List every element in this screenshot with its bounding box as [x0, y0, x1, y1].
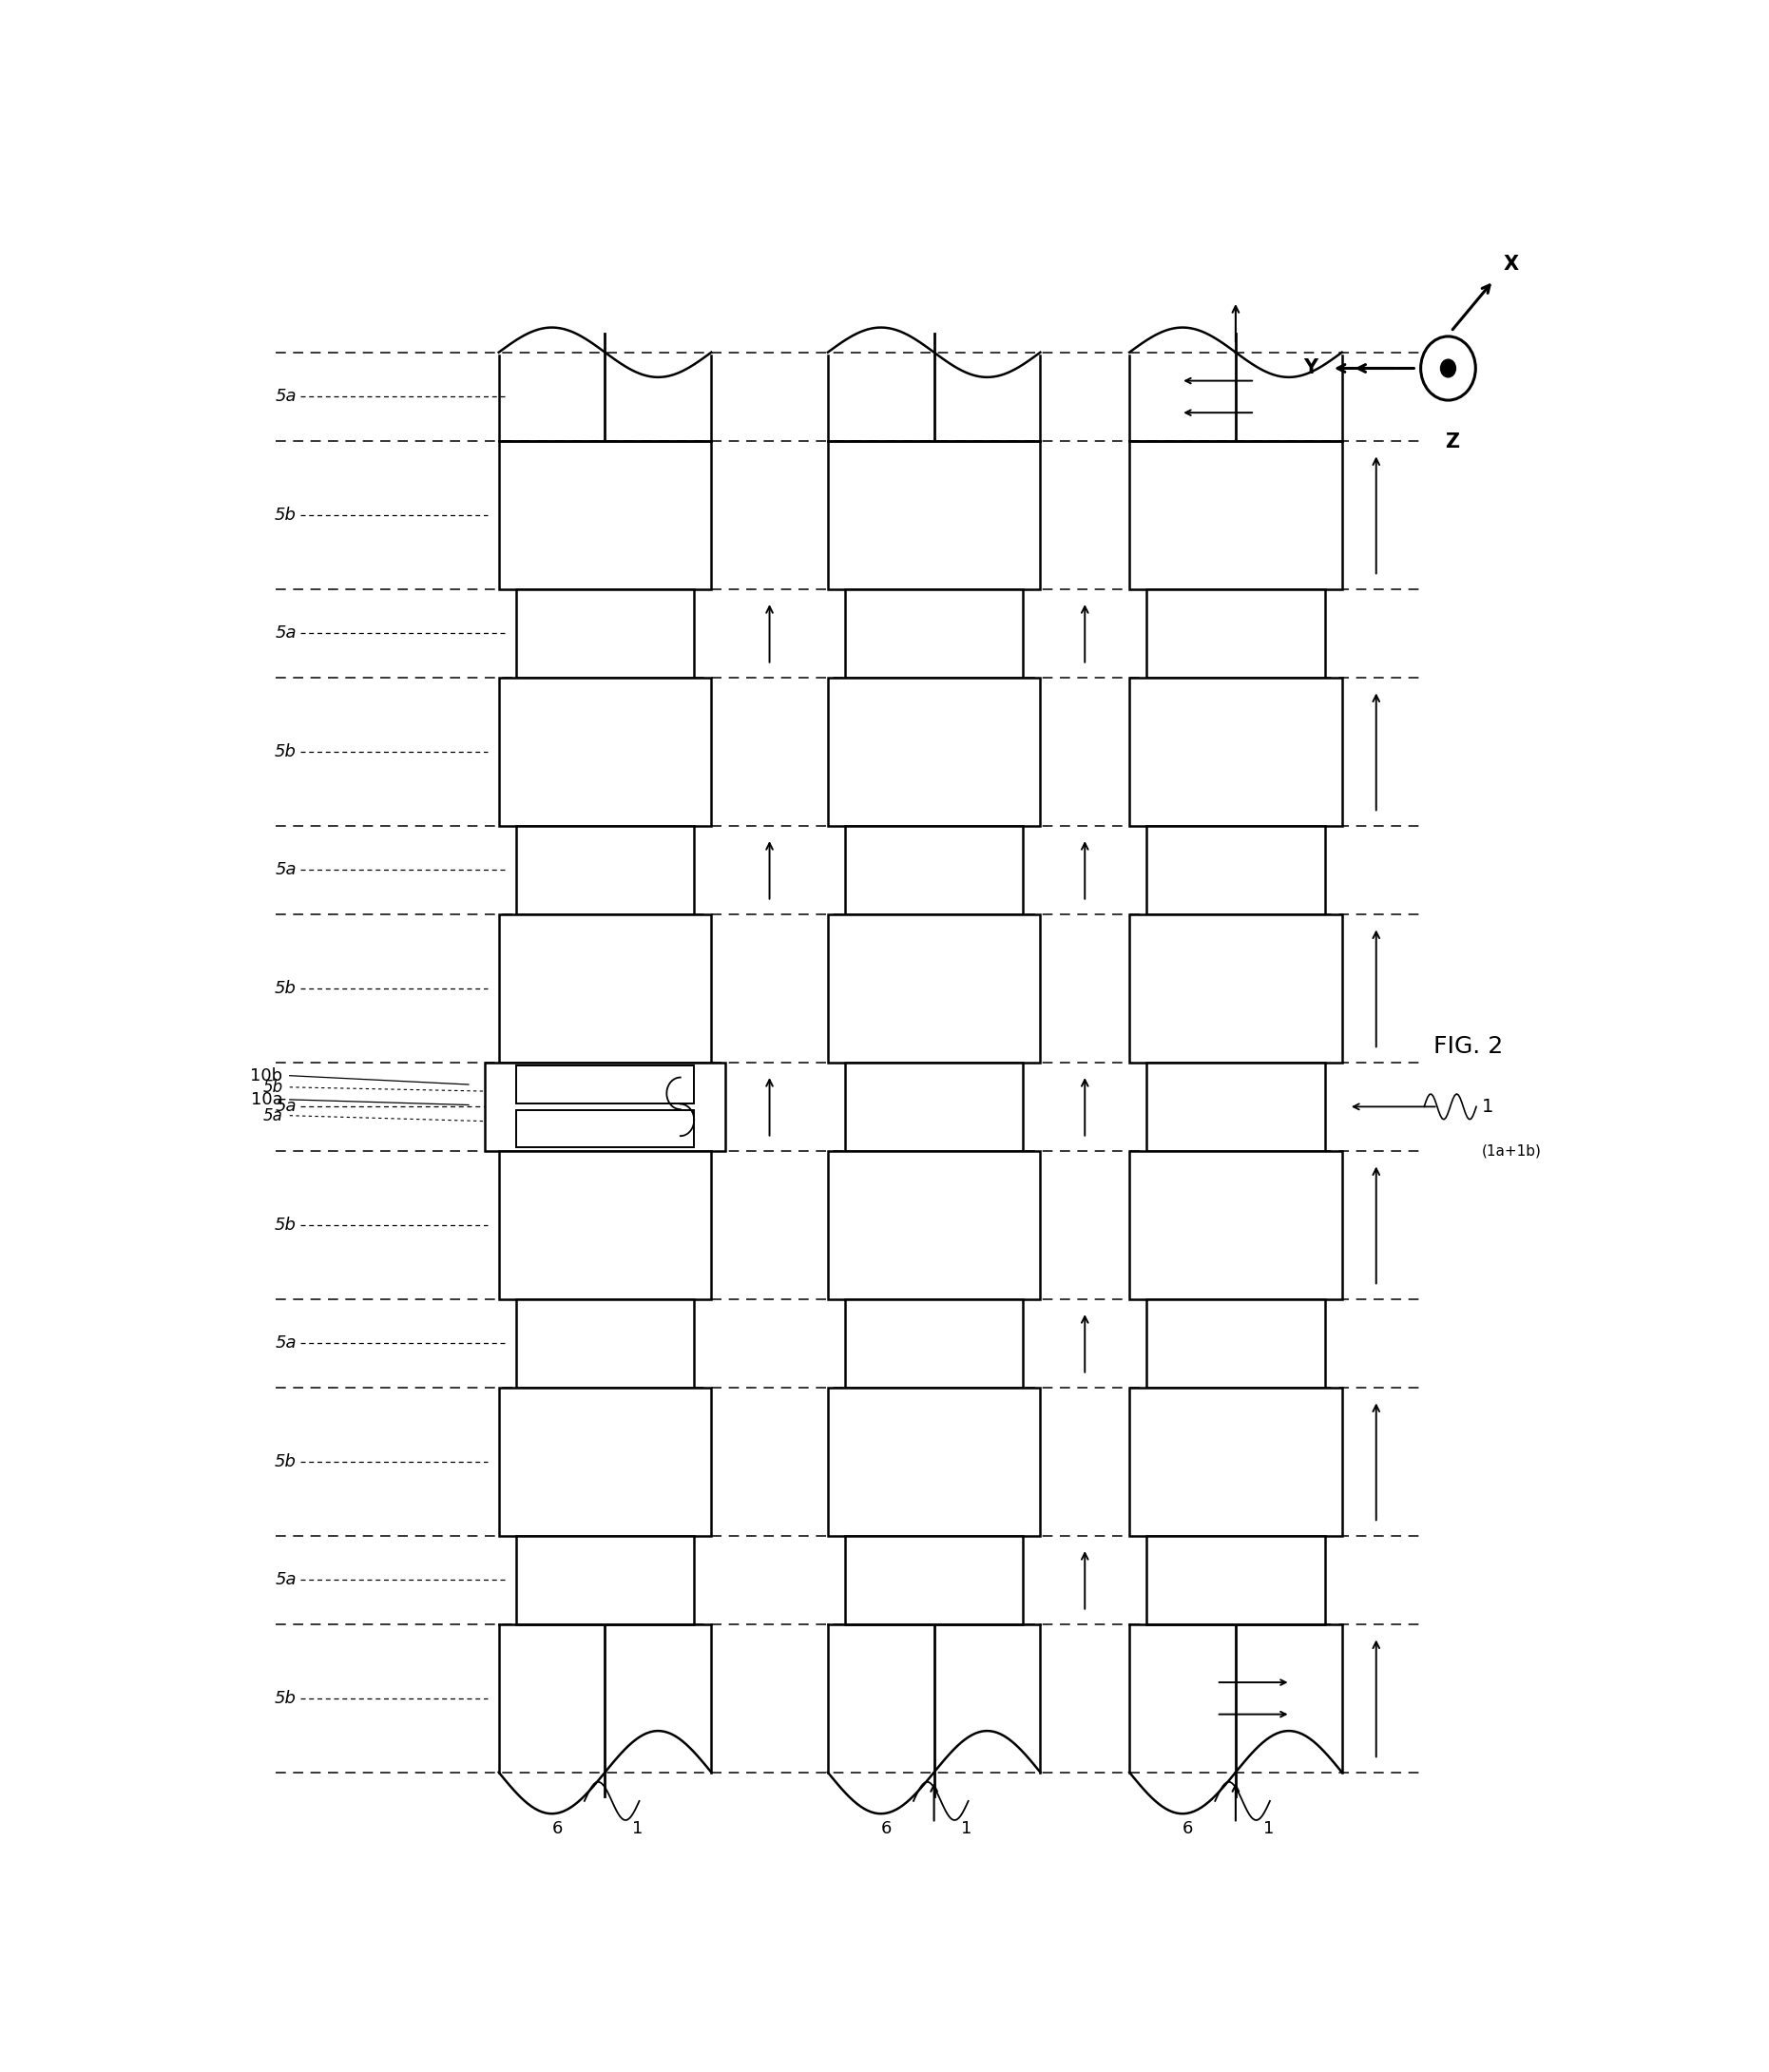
Bar — [499, 441, 711, 588]
Text: 6: 6 — [552, 1819, 563, 1838]
Bar — [828, 441, 1040, 588]
Bar — [1146, 588, 1325, 678]
Text: 5a: 5a — [276, 1571, 297, 1589]
Bar — [846, 1299, 1022, 1388]
Text: 5a: 5a — [276, 862, 297, 879]
Text: 5b: 5b — [274, 1691, 297, 1707]
Bar — [1129, 1388, 1343, 1535]
Text: 5b: 5b — [274, 1216, 297, 1233]
Bar — [1146, 1063, 1325, 1152]
Bar — [1129, 441, 1343, 588]
Bar — [517, 1299, 693, 1388]
Bar — [499, 1388, 711, 1535]
Bar — [846, 825, 1022, 914]
Text: X: X — [1504, 255, 1518, 274]
Text: 5b: 5b — [274, 744, 297, 760]
Text: 5b: 5b — [264, 1080, 283, 1096]
Text: 1: 1 — [962, 1819, 973, 1838]
Bar — [846, 588, 1022, 678]
Text: Y: Y — [1304, 358, 1318, 377]
Bar — [485, 1063, 725, 1152]
Bar — [499, 678, 711, 825]
Bar — [1146, 1535, 1325, 1624]
Bar — [828, 914, 1040, 1063]
Text: 5b: 5b — [274, 506, 297, 524]
Text: 5a: 5a — [276, 387, 297, 406]
Bar — [828, 1388, 1040, 1535]
Bar — [846, 1063, 1022, 1152]
Text: Z: Z — [1445, 433, 1459, 452]
Text: 6: 6 — [881, 1819, 892, 1838]
Text: 5a: 5a — [264, 1106, 283, 1125]
Text: 1: 1 — [1263, 1819, 1274, 1838]
Bar — [517, 825, 693, 914]
Text: 10b: 10b — [251, 1067, 283, 1084]
Bar — [499, 914, 711, 1063]
Bar — [1146, 1299, 1325, 1388]
Circle shape — [1440, 358, 1456, 377]
Text: 10a: 10a — [251, 1092, 283, 1109]
Bar — [828, 678, 1040, 825]
Bar — [499, 1152, 711, 1299]
Bar — [517, 1535, 693, 1624]
Bar — [1146, 825, 1325, 914]
Text: 5b: 5b — [274, 1452, 297, 1471]
Text: 5a: 5a — [276, 1098, 297, 1115]
Bar — [828, 1152, 1040, 1299]
Text: (1a+1b): (1a+1b) — [1482, 1144, 1541, 1158]
Text: 1: 1 — [1482, 1098, 1493, 1115]
Bar — [846, 1535, 1022, 1624]
Bar — [1129, 914, 1343, 1063]
Bar — [517, 1111, 693, 1148]
Text: 6: 6 — [1182, 1819, 1192, 1838]
Bar — [517, 1065, 693, 1102]
Text: 1: 1 — [633, 1819, 644, 1838]
Text: FIG. 2: FIG. 2 — [1435, 1034, 1504, 1059]
Text: 5a: 5a — [276, 1334, 297, 1351]
Bar — [1129, 678, 1343, 825]
Text: 5a: 5a — [276, 626, 297, 642]
Text: 5b: 5b — [274, 980, 297, 997]
Bar — [517, 588, 693, 678]
Bar — [1129, 1152, 1343, 1299]
